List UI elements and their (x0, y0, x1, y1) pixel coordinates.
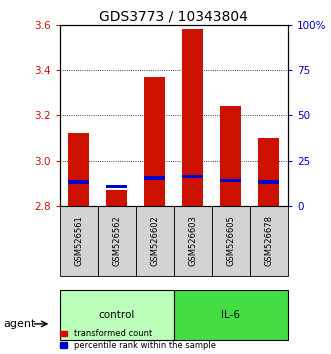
Bar (182, 29, 203, 206)
Text: GSM526602: GSM526602 (150, 216, 159, 266)
Bar (68, 133, 89, 206)
Bar (68, 180, 89, 184)
Bar (98, 206, 136, 276)
Bar (220, 106, 241, 206)
Bar (174, 290, 288, 340)
Bar (106, 190, 127, 206)
Bar (250, 206, 288, 276)
Text: GSM526562: GSM526562 (112, 216, 121, 266)
Bar (106, 185, 127, 188)
Bar (60, 206, 98, 276)
Title: GDS3773 / 10343804: GDS3773 / 10343804 (99, 10, 248, 24)
Text: GSM526605: GSM526605 (226, 216, 235, 266)
Bar (220, 179, 241, 182)
Bar (144, 77, 165, 206)
Bar (174, 206, 212, 276)
Text: agent: agent (3, 319, 36, 329)
Bar (60, 290, 174, 340)
Bar (136, 206, 174, 276)
Text: GSM526603: GSM526603 (188, 215, 197, 266)
Text: control: control (99, 310, 135, 320)
Bar (259, 180, 279, 184)
Text: IL-6: IL-6 (221, 310, 240, 320)
Bar (212, 206, 250, 276)
Text: GSM526561: GSM526561 (74, 216, 83, 266)
Legend: transformed count, percentile rank within the sample: transformed count, percentile rank withi… (61, 329, 216, 350)
Bar (259, 138, 279, 206)
Bar (144, 176, 165, 180)
Text: GSM526678: GSM526678 (264, 215, 273, 266)
Bar (182, 175, 203, 178)
